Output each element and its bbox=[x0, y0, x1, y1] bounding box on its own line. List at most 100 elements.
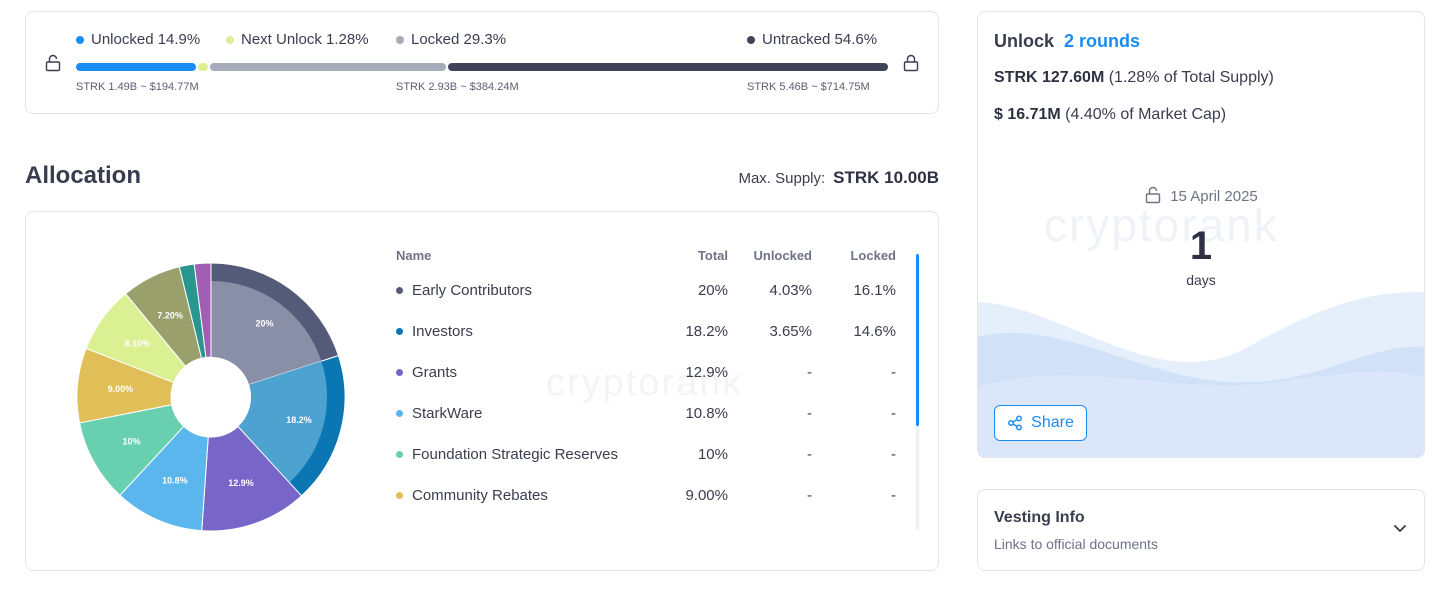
allocation-pie-chart: 20% 18.2% 12.9% 10.8% 10% 9.00% 8.10% 7.20% bbox=[76, 262, 346, 532]
pie-label: 10.8% bbox=[162, 476, 188, 486]
unlocked-lock-icon bbox=[45, 54, 61, 72]
pie-label: 12.9% bbox=[228, 478, 254, 488]
row-total: 12.9% bbox=[685, 364, 728, 381]
row-total: 9.00% bbox=[685, 487, 728, 504]
vesting-info-card[interactable]: Vesting Info Links to official documents bbox=[977, 489, 1425, 571]
legend-untracked: Untracked 54.6% bbox=[747, 31, 877, 48]
table-row[interactable]: StarkWare 10.8% - - bbox=[396, 405, 898, 446]
progress-segment-next-unlock bbox=[198, 63, 209, 71]
row-color-dot bbox=[396, 410, 403, 417]
supply-progress-card: Unlocked 14.9% Next Unlock 1.28% Locked … bbox=[25, 11, 939, 114]
pie-label: 7.20% bbox=[157, 311, 183, 321]
row-locked: - bbox=[891, 364, 896, 381]
max-supply-label: Max. Supply: bbox=[738, 170, 826, 187]
countdown-unit: days bbox=[1186, 272, 1216, 288]
row-unlocked: 4.03% bbox=[769, 282, 812, 299]
lock-icon bbox=[1146, 186, 1161, 204]
share-label: Share bbox=[1031, 414, 1074, 431]
table-row[interactable]: Early Contributors 20% 4.03% 16.1% bbox=[396, 282, 898, 323]
table-row[interactable]: Foundation Strategic Reserves 10% - - bbox=[396, 446, 898, 487]
pie-label: 10% bbox=[123, 436, 141, 446]
progress-segment-unlocked bbox=[76, 63, 196, 71]
table-row[interactable]: Grants 12.9% - - bbox=[396, 364, 898, 405]
legend-dot bbox=[747, 35, 755, 44]
row-name: Grants bbox=[396, 364, 457, 381]
row-name: Community Rebates bbox=[396, 487, 548, 504]
unlock-amount-value: STRK 127.60M bbox=[994, 69, 1105, 86]
scrollbar-thumb[interactable] bbox=[916, 254, 919, 426]
row-unlocked: 3.65% bbox=[769, 323, 812, 340]
countdown-value: 1 bbox=[1189, 224, 1213, 268]
row-color-dot bbox=[396, 492, 403, 499]
header-locked[interactable]: Locked bbox=[850, 248, 896, 263]
pie-slice-unlocked-investors bbox=[238, 361, 327, 483]
unlock-date-text: 15 April 2025 bbox=[1170, 188, 1258, 205]
legend-dot bbox=[226, 35, 234, 44]
header-name[interactable]: Name bbox=[396, 248, 432, 263]
row-name: StarkWare bbox=[396, 405, 482, 422]
row-color-dot bbox=[396, 328, 403, 335]
unlock-amount: STRK 127.60M (1.28% of Total Supply) bbox=[994, 69, 1274, 87]
row-total: 18.2% bbox=[685, 323, 728, 340]
row-unlocked: - bbox=[807, 364, 812, 381]
locked-lock-icon bbox=[903, 54, 919, 72]
progress-segment-locked bbox=[210, 63, 447, 71]
row-name-text: Investors bbox=[412, 323, 473, 340]
max-supply-value: STRK 10.00B bbox=[833, 168, 939, 187]
row-locked: 14.6% bbox=[853, 323, 896, 340]
table-row[interactable]: Investors 18.2% 3.65% 14.6% bbox=[396, 323, 898, 364]
share-button[interactable]: Share bbox=[994, 405, 1087, 441]
legend-dot bbox=[76, 35, 84, 44]
row-name-text: StarkWare bbox=[412, 405, 483, 422]
legend-unlocked: Unlocked 14.9% bbox=[76, 31, 200, 48]
unlock-amount-note: (1.28% of Total Supply) bbox=[1108, 69, 1274, 86]
table-scrollbar[interactable] bbox=[916, 254, 919, 530]
header-unlocked[interactable]: Unlocked bbox=[753, 248, 812, 263]
unlock-usd: $ 16.71M (4.40% of Market Cap) bbox=[994, 106, 1226, 124]
pie-slice-unlocked-early-contributors bbox=[211, 281, 322, 385]
row-name-text: Grants bbox=[412, 364, 458, 381]
row-name-text: Early Contributors bbox=[412, 282, 533, 299]
unlock-title: Unlock 2 rounds bbox=[994, 31, 1140, 52]
row-name-text: Foundation Strategic Reserves bbox=[412, 446, 618, 463]
row-color-dot bbox=[396, 287, 403, 294]
row-color-dot bbox=[396, 451, 403, 458]
unlock-usd-note: (4.40% of Market Cap) bbox=[1065, 106, 1227, 123]
unlock-date: 15 April 2025 bbox=[978, 186, 1424, 205]
legend-locked: Locked 29.3% bbox=[396, 31, 506, 48]
unlock-rounds-link[interactable]: 2 rounds bbox=[1064, 31, 1141, 51]
allocation-table: Name Total Unlocked Locked Early Contrib… bbox=[396, 248, 898, 528]
unlocked-amount-note: STRK 1.49B ~ $194.77M bbox=[76, 81, 199, 93]
row-locked: - bbox=[891, 487, 896, 504]
row-locked: - bbox=[891, 446, 896, 463]
row-unlocked: - bbox=[807, 487, 812, 504]
table-row[interactable]: Community Rebates 9.00% - - bbox=[396, 487, 898, 528]
untracked-amount-note: STRK 5.46B ~ $714.75M bbox=[747, 81, 870, 93]
pie-label: 9.00% bbox=[108, 384, 134, 394]
progress-segment-untracked bbox=[448, 63, 888, 71]
pie-label: 18.2% bbox=[286, 415, 312, 425]
table-header: Name Total Unlocked Locked bbox=[396, 248, 898, 282]
vesting-title: Vesting Info bbox=[994, 509, 1085, 526]
vesting-subtitle: Links to official documents bbox=[994, 536, 1158, 552]
row-unlocked: - bbox=[807, 405, 812, 422]
next-unlock-card: Unlock 2 rounds STRK 127.60M (1.28% of To… bbox=[977, 11, 1425, 458]
decorative-wave bbox=[978, 292, 1424, 457]
allocation-title: Allocation bbox=[25, 162, 142, 189]
pie-label: 20% bbox=[255, 318, 273, 328]
unlock-label: Unlock bbox=[994, 31, 1055, 51]
row-total: 10.8% bbox=[685, 405, 728, 422]
row-name-text: Community Rebates bbox=[412, 487, 548, 504]
row-color-dot bbox=[396, 369, 403, 376]
legend-next-unlock: Next Unlock 1.28% bbox=[226, 31, 369, 48]
pie-label: 8.10% bbox=[124, 339, 150, 349]
max-supply: Max. Supply: STRK 10.00B bbox=[738, 168, 939, 188]
row-unlocked: - bbox=[807, 446, 812, 463]
row-name: Foundation Strategic Reserves bbox=[396, 446, 618, 463]
header-total[interactable]: Total bbox=[697, 248, 728, 263]
row-name: Early Contributors bbox=[396, 282, 532, 299]
chevron-down-icon[interactable] bbox=[1392, 520, 1408, 536]
row-locked: 16.1% bbox=[853, 282, 896, 299]
locked-amount-note: STRK 2.93B ~ $384.24M bbox=[396, 81, 519, 93]
legend-dot bbox=[396, 35, 404, 44]
